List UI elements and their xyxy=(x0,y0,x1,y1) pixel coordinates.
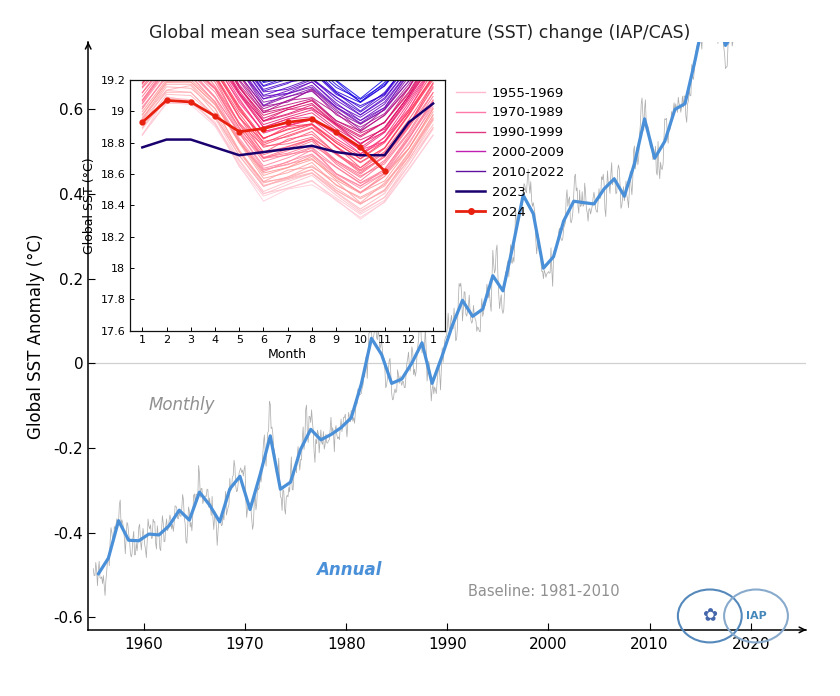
Text: Annual: Annual xyxy=(316,561,381,579)
Text: ✿: ✿ xyxy=(702,607,717,625)
Text: Monthly: Monthly xyxy=(149,396,215,414)
X-axis label: Month: Month xyxy=(268,348,307,361)
Text: Global mean sea surface temperature (SST) change (IAP/CAS): Global mean sea surface temperature (SST… xyxy=(150,24,690,42)
Y-axis label: Global SST Anomaly (°C): Global SST Anomaly (°C) xyxy=(27,233,45,438)
Text: Baseline: 1981-2010: Baseline: 1981-2010 xyxy=(468,584,619,599)
Text: IAP: IAP xyxy=(746,611,766,621)
Y-axis label: Global SST (°C): Global SST (°C) xyxy=(83,157,97,253)
Legend: 1955-1969, 1970-1989, 1990-1999, 2000-2009, 2010-2022, 2023, 2024: 1955-1969, 1970-1989, 1990-1999, 2000-20… xyxy=(456,86,564,219)
